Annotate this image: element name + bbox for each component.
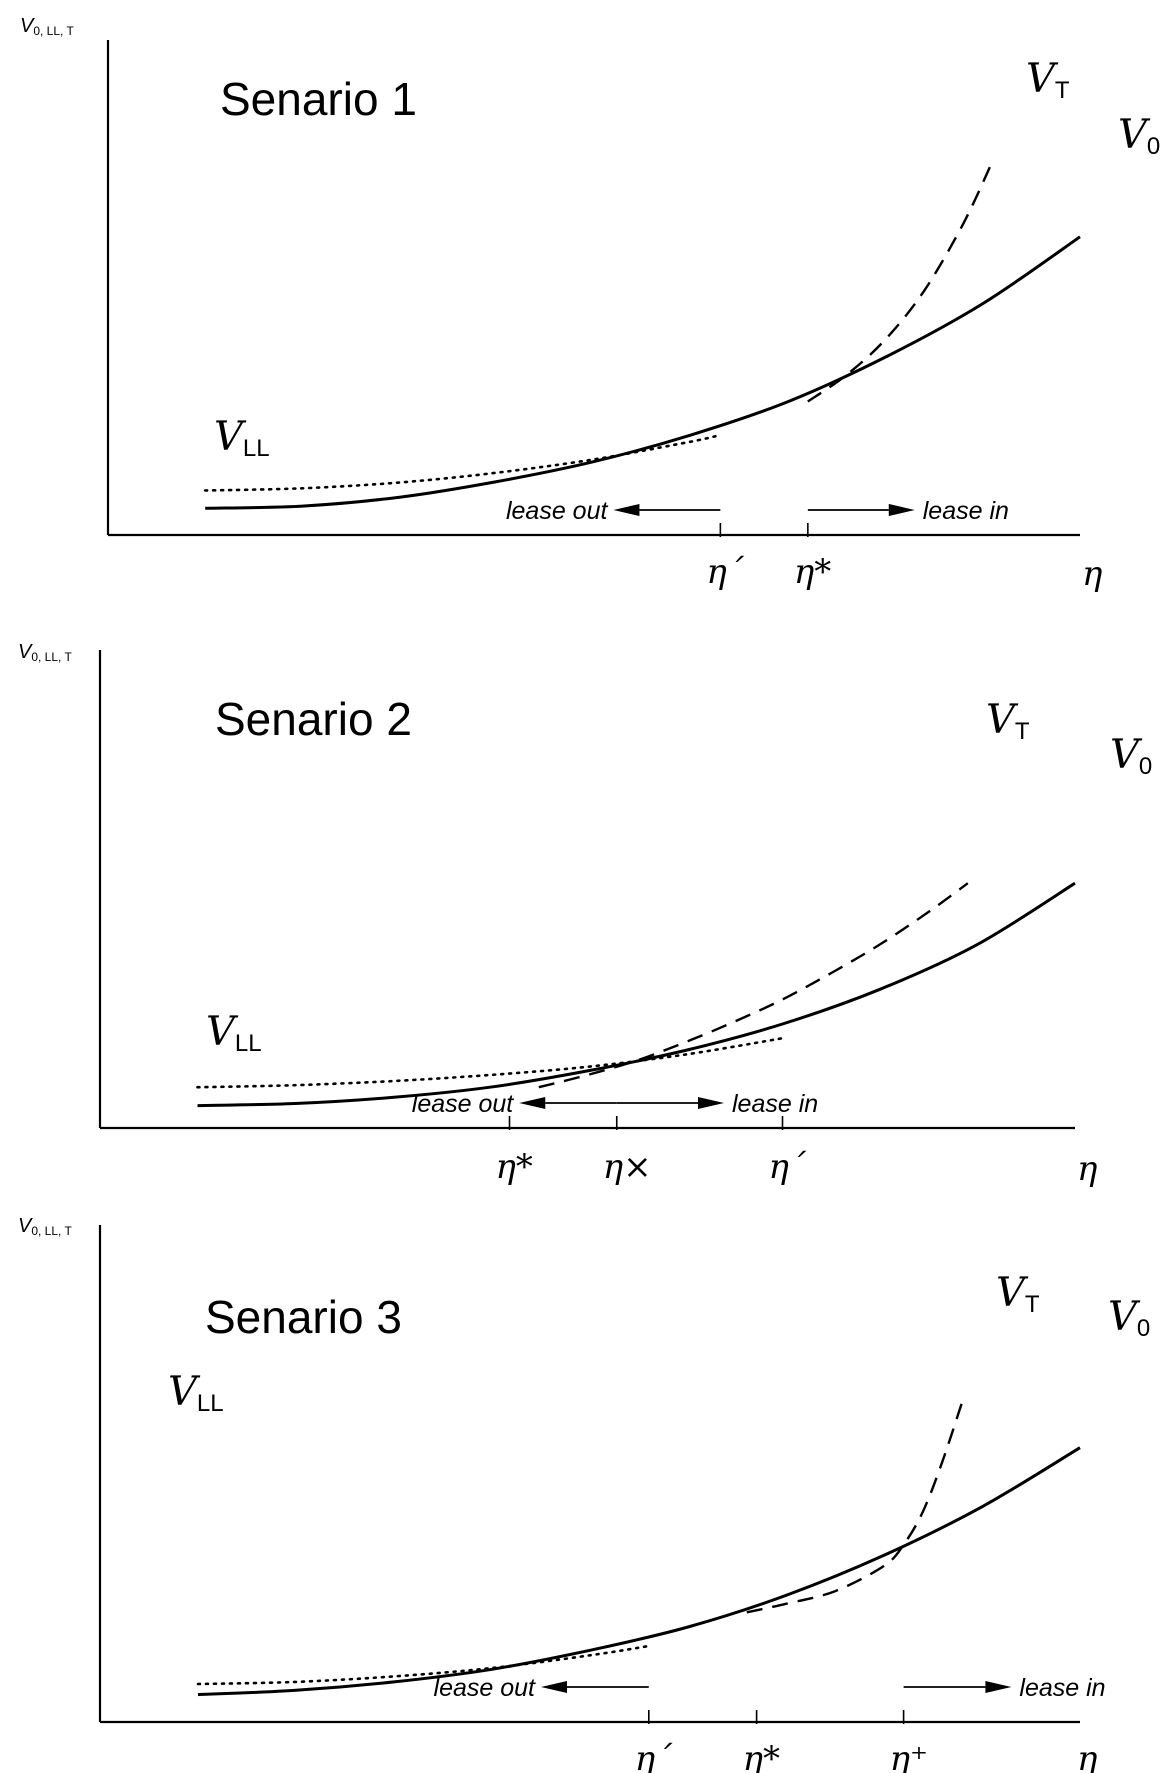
x-axis-label: η	[1082, 554, 1103, 594]
x-axis-label: η	[1077, 1739, 1098, 1773]
lease-out-label: lease out	[412, 1090, 515, 1118]
lease-in-label: lease in	[1019, 1674, 1105, 1702]
x-tick-label: η*	[743, 1739, 780, 1773]
series-vll-line	[203, 433, 722, 492]
series-vt-label: VT	[1026, 56, 1070, 104]
series-vll-label: VLL	[206, 1009, 262, 1057]
series-vll-label: VLL	[168, 1369, 224, 1417]
series-vt-line	[746, 1400, 964, 1614]
x-tick-label: η*	[496, 1147, 533, 1187]
scenario-2-panel: V0, LL, T η Senario 2 V0 VT VLL η* η× η´ lease ou…	[18, 641, 1152, 1189]
lease-right-arrow-head	[985, 1681, 1012, 1693]
x-tick-label: η×	[603, 1147, 652, 1187]
x-tick-label: η⁺	[890, 1739, 928, 1773]
x-axis-label: η	[1077, 1149, 1098, 1189]
scenario-title: Senario 1	[220, 73, 417, 125]
series-v0-line	[205, 235, 1081, 510]
lease-left-arrow-head	[519, 1097, 546, 1109]
series-v0-line	[197, 1446, 1081, 1697]
series-v0-label: V0	[1118, 112, 1160, 160]
series-vll-line	[196, 1644, 651, 1686]
scenario-title: Senario 2	[215, 693, 412, 745]
series-v0-label: V0	[1108, 1294, 1150, 1342]
series-v0-label: V0	[1110, 732, 1152, 780]
series-vt-label: VT	[986, 697, 1030, 745]
x-tick-label: η´	[769, 1147, 807, 1187]
x-tick-label: η´	[635, 1739, 673, 1773]
lease-left-arrow-head	[613, 504, 640, 516]
scenario-title: Senario 3	[205, 1291, 402, 1343]
lease-right-arrow-head	[888, 504, 915, 516]
lease-left-arrow-head	[541, 1681, 567, 1693]
scenario-3-panel: V0, LL, T η Senario 3 V0 VT VLL η´ η* η⁺ lease ou…	[18, 1215, 1150, 1773]
series-v0-line	[197, 881, 1076, 1108]
lease-out-label: lease out	[434, 1674, 537, 1702]
series-vll-label: VLL	[214, 414, 270, 462]
lease-in-label: lease in	[732, 1090, 818, 1118]
y-axis-label: V0, LL, T	[18, 1215, 72, 1238]
lease-in-label: lease in	[923, 497, 1009, 525]
x-tick-label: η´	[706, 552, 744, 592]
series-vll-line	[196, 1036, 784, 1089]
series-vt-label: VT	[996, 1270, 1040, 1318]
y-axis-label: V0, LL, T	[18, 641, 72, 664]
series-vt-line	[807, 160, 994, 403]
lease-right-arrow-head	[698, 1097, 724, 1109]
series-vt-line	[538, 882, 969, 1089]
scenario-1-panel: V0, LL, T η Senario 1 V0 VT VLL η´ η* lease out l…	[20, 15, 1160, 594]
x-tick-label: η*	[794, 552, 831, 592]
y-axis-label: V0, LL, T	[20, 15, 74, 38]
lease-out-label: lease out	[506, 497, 609, 525]
